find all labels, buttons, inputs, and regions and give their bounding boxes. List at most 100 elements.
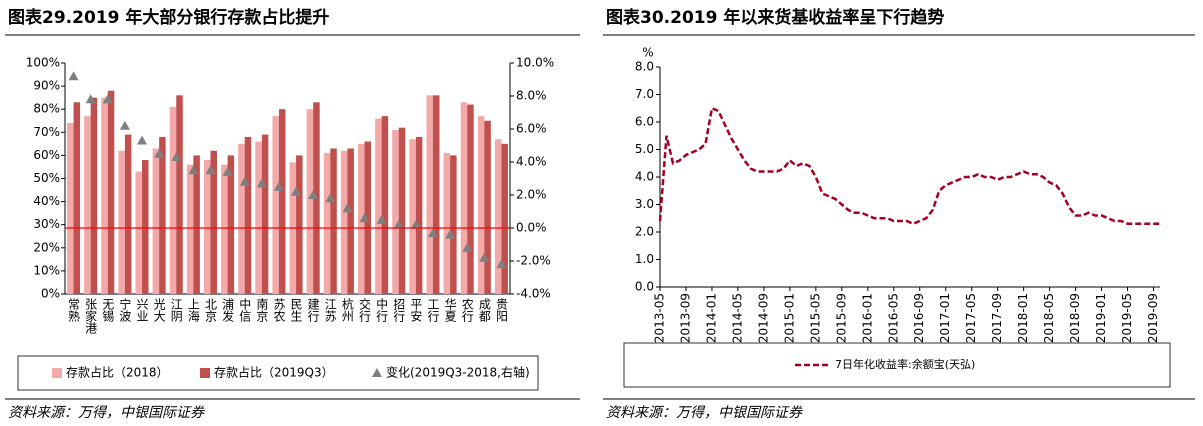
x-tick-label: 贵阳 bbox=[494, 298, 508, 322]
bar bbox=[244, 136, 252, 294]
bar bbox=[278, 109, 286, 294]
change-marker bbox=[410, 219, 421, 229]
x-tick-label: 南京 bbox=[255, 297, 269, 323]
x-tick-label: 2018-09 bbox=[1068, 293, 1082, 343]
x-tick-label: 江苏 bbox=[323, 298, 337, 322]
x-tick-label: 平安 bbox=[409, 298, 423, 322]
legend-label: 变化(2019Q3-2018,右轴) bbox=[386, 365, 530, 380]
x-tick-label: 兴业 bbox=[135, 298, 149, 322]
legend-swatch bbox=[200, 368, 210, 378]
change-marker bbox=[256, 178, 267, 188]
change-marker bbox=[171, 152, 182, 162]
legend-marker bbox=[372, 368, 382, 377]
bar bbox=[238, 143, 245, 294]
bar bbox=[227, 155, 235, 294]
bar bbox=[176, 95, 183, 294]
bar bbox=[484, 120, 491, 294]
bar bbox=[73, 102, 81, 295]
bar bbox=[432, 95, 440, 294]
change-marker bbox=[359, 213, 370, 223]
x-tick-label: 宁波 bbox=[118, 297, 132, 323]
bar bbox=[118, 150, 125, 294]
bar bbox=[193, 155, 200, 294]
series-line bbox=[658, 106, 1160, 226]
change-marker bbox=[325, 193, 336, 203]
y2-tick-label: 2.0% bbox=[516, 188, 547, 202]
bar bbox=[159, 136, 166, 294]
y-tick-label: 30% bbox=[33, 217, 60, 231]
x-tick-label: 上海 bbox=[186, 298, 200, 322]
change-marker bbox=[308, 190, 319, 199]
source: 资料来源：万得，中银国际证券 bbox=[606, 405, 803, 421]
y-tick-label: 3.0 bbox=[635, 197, 654, 211]
legend-box bbox=[623, 342, 1171, 388]
y-tick-label: 5.0 bbox=[635, 142, 654, 156]
y-tick-label: 90% bbox=[33, 79, 60, 93]
x-tick-label: 中信 bbox=[238, 297, 252, 323]
bar bbox=[415, 136, 423, 294]
change-marker bbox=[119, 120, 130, 130]
bar bbox=[381, 116, 389, 294]
x-tick-label: 2013-09 bbox=[678, 293, 692, 343]
change-marker bbox=[342, 203, 353, 213]
bar bbox=[450, 155, 457, 294]
y-tick-label: 0.0 bbox=[635, 280, 654, 294]
legend-label: 存款占比（2019Q3） bbox=[214, 365, 334, 380]
x-tick-label: 2014-01 bbox=[704, 293, 718, 343]
y-tick-label: 10% bbox=[33, 263, 60, 277]
bar bbox=[443, 153, 451, 294]
bar bbox=[467, 104, 474, 294]
x-tick-label: 2015-05 bbox=[808, 293, 822, 343]
bar bbox=[261, 134, 269, 294]
change-marker bbox=[393, 219, 404, 229]
bar bbox=[142, 160, 149, 294]
change-marker bbox=[291, 186, 302, 196]
x-tick-label: 2015-01 bbox=[782, 293, 796, 343]
x-tick-label: 2014-05 bbox=[730, 293, 744, 343]
change-marker bbox=[462, 242, 473, 252]
change-marker bbox=[479, 252, 490, 262]
legend-label: 7日年化收益率:余额宝(天弘) bbox=[835, 357, 975, 371]
y2-tick-label: 4.0% bbox=[516, 155, 547, 169]
change-marker bbox=[188, 165, 199, 175]
x-tick-label: 2017-01 bbox=[938, 293, 952, 343]
y-tick-label: 20% bbox=[33, 240, 60, 254]
change-marker bbox=[239, 176, 250, 186]
bar bbox=[90, 97, 98, 295]
x-tick-label: 杭州 bbox=[340, 297, 354, 322]
x-tick-label: 浦发 bbox=[221, 298, 235, 322]
y-tick-label: 1.0 bbox=[635, 252, 654, 266]
x-tick-label: 华夏 bbox=[443, 298, 457, 322]
change-marker bbox=[445, 229, 456, 239]
y-tick-label: 7.0 bbox=[635, 87, 654, 101]
change-marker bbox=[496, 259, 507, 269]
x-tick-label: 农行 bbox=[460, 298, 474, 322]
y2-tick-label: 0.0% bbox=[516, 221, 547, 235]
bar bbox=[323, 153, 331, 294]
x-tick-label: 民生 bbox=[289, 298, 303, 322]
y-tick-label: 60% bbox=[33, 148, 60, 162]
bar bbox=[347, 148, 354, 294]
bar bbox=[330, 148, 337, 294]
x-tick-label: 2019-05 bbox=[1120, 293, 1134, 343]
change-marker bbox=[273, 181, 284, 191]
x-tick-label: 交行 bbox=[358, 297, 372, 322]
bar bbox=[272, 116, 279, 294]
x-tick-label: 苏农 bbox=[272, 298, 286, 323]
x-tick-label: 2014-09 bbox=[756, 293, 770, 343]
x-tick-label: 2013-05 bbox=[653, 293, 667, 343]
x-tick-label: 2018-01 bbox=[1016, 293, 1030, 343]
legend-swatch bbox=[52, 368, 62, 378]
legend-box bbox=[17, 355, 539, 391]
x-tick-label: 无锡 bbox=[101, 298, 115, 323]
y-tick-label: 2.0 bbox=[635, 225, 654, 239]
change-marker bbox=[427, 227, 438, 237]
bar bbox=[296, 155, 303, 294]
bar bbox=[460, 102, 468, 295]
source: 资料来源：万得，中银国际证券 bbox=[8, 405, 205, 421]
bar bbox=[477, 116, 485, 294]
bar bbox=[107, 90, 115, 294]
bar bbox=[392, 129, 399, 294]
